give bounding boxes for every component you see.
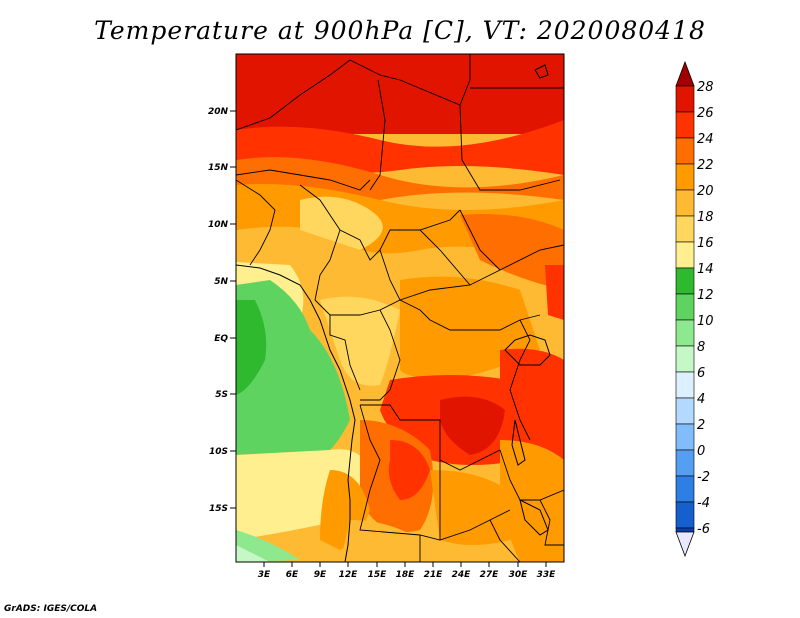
lat-label: 15N bbox=[208, 163, 229, 173]
colorbar-segment bbox=[675, 267, 695, 295]
lat-label: 20N bbox=[208, 107, 229, 117]
longitude-axis: 3E 6E 9E 12E 15E 18E 21E 24E 27E 30E 33E bbox=[258, 562, 556, 580]
colorbar-segment bbox=[675, 111, 695, 139]
colorbar-label: 28 bbox=[697, 80, 714, 95]
lon-label: 12E bbox=[339, 570, 359, 580]
lon-label: 3E bbox=[258, 570, 271, 580]
colorbar-label: 20 bbox=[697, 184, 714, 199]
country-borders bbox=[236, 54, 564, 562]
colorbar-label: 12 bbox=[697, 288, 714, 303]
colorbar-segment bbox=[675, 137, 695, 165]
colorbar-segment bbox=[675, 527, 695, 533]
lon-label: 21E bbox=[424, 570, 444, 580]
lat-label: 10N bbox=[208, 220, 229, 230]
lat-label: 10S bbox=[209, 447, 228, 457]
lon-label: 33E bbox=[537, 570, 557, 580]
lon-label: 27E bbox=[480, 570, 500, 580]
colorbar-label: -6 bbox=[697, 522, 710, 537]
colorbar-label: -2 bbox=[697, 470, 710, 485]
colorbar-segment bbox=[675, 293, 695, 321]
colorbar-label: 0 bbox=[697, 444, 705, 459]
colorbar-label: 26 bbox=[697, 106, 714, 121]
colorbar-segment bbox=[675, 371, 695, 399]
colorbar-segment bbox=[675, 215, 695, 243]
lon-label: 18E bbox=[396, 570, 416, 580]
colorbar-label: 6 bbox=[697, 366, 705, 381]
colorbar-segment bbox=[675, 397, 695, 425]
colorbar: 28 26 24 22 20 18 16 14 12 10 8 6 4 2 0 … bbox=[675, 60, 714, 558]
map-frame bbox=[235, 53, 565, 563]
lat-label: 15S bbox=[209, 504, 228, 514]
colorbar-segment bbox=[675, 163, 695, 191]
coastline bbox=[236, 64, 551, 562]
colorbar-label: 18 bbox=[697, 210, 714, 225]
lon-label: 15E bbox=[368, 570, 388, 580]
colorbar-label: 22 bbox=[697, 158, 714, 173]
lat-label: 5S bbox=[215, 390, 228, 400]
colorbar-label: 24 bbox=[697, 132, 714, 147]
colorbar-segment bbox=[675, 85, 695, 113]
colorbar-label: 16 bbox=[697, 236, 714, 251]
temperature-field bbox=[236, 54, 564, 562]
lon-label: 6E bbox=[286, 570, 299, 580]
colorbar-label: 4 bbox=[697, 392, 705, 407]
lon-label: 9E bbox=[314, 570, 327, 580]
lat-label: EQ bbox=[214, 334, 228, 344]
colorbar-bottom-triangle bbox=[675, 531, 695, 558]
colorbar-label: 10 bbox=[697, 314, 714, 329]
lat-label: 5N bbox=[214, 277, 228, 287]
latitude-axis: 20N 15N 10N 5N EQ 5S 10S 15S bbox=[208, 107, 236, 514]
map-title: Temperature at 900hPa [C], VT: 202008041… bbox=[94, 16, 706, 45]
colorbar-label: 8 bbox=[697, 340, 705, 355]
colorbar-top-triangle bbox=[675, 60, 695, 87]
grads-credit: GrADS: IGES/COLA bbox=[4, 604, 98, 614]
lon-label: 30E bbox=[509, 570, 529, 580]
colorbar-segment bbox=[675, 475, 695, 503]
colorbar-segment bbox=[675, 345, 695, 373]
colorbar-segment bbox=[675, 319, 695, 347]
colorbar-label: 2 bbox=[697, 418, 705, 433]
colorbar-segment bbox=[675, 189, 695, 217]
colorbar-segment bbox=[675, 423, 695, 451]
colorbar-label: -4 bbox=[697, 496, 710, 511]
colorbar-segment bbox=[675, 241, 695, 269]
lon-label: 24E bbox=[452, 570, 472, 580]
colorbar-segment bbox=[675, 449, 695, 477]
colorbar-segment bbox=[675, 501, 695, 529]
colorbar-label: 14 bbox=[697, 262, 714, 277]
